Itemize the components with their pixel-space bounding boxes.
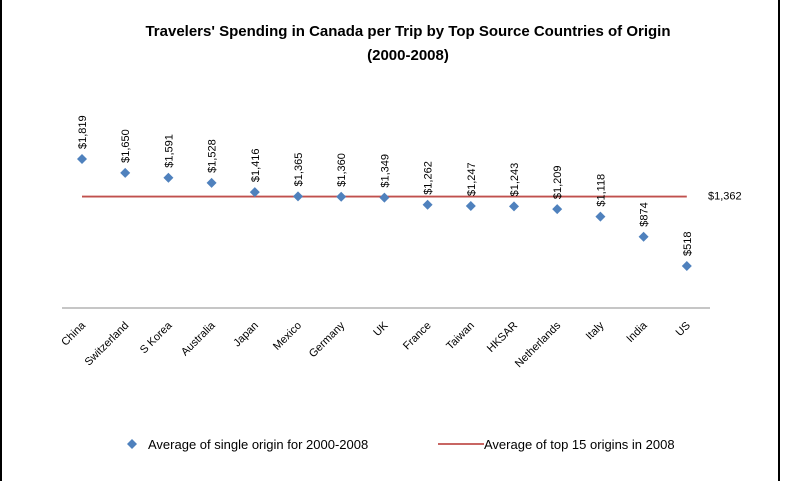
reference-line-layer: $1,362 — [82, 191, 742, 203]
data-label-s-korea: $1,591 — [163, 134, 175, 168]
x-tick-label-japan: Japan — [231, 320, 261, 350]
data-point-germany — [336, 191, 347, 202]
data-point-uk — [379, 192, 390, 203]
x-tick-label-us: US — [674, 320, 693, 339]
data-label-france: $1,262 — [423, 161, 435, 195]
data-point-japan — [249, 187, 260, 198]
x-tick-label-s-korea: S Korea — [138, 319, 175, 356]
legend: Average of single origin for 2000-2008 A… — [127, 437, 675, 452]
data-point-mexico — [293, 191, 303, 202]
data-point-china — [77, 154, 87, 164]
chart-title-line1: Travelers' Spending in Canada per Trip b… — [145, 23, 670, 40]
frame-border-left — [0, 0, 2, 481]
data-point-us — [681, 261, 692, 271]
x-tick-label-italy: Italy — [584, 319, 607, 342]
data-label-italy: $1,118 — [595, 174, 607, 207]
data-point-australia — [206, 177, 217, 188]
data-label-japan: $1,416 — [250, 148, 262, 182]
data-label-india: $874 — [639, 202, 651, 226]
x-tick-label-switzerland: Switzerland — [83, 320, 132, 369]
data-label-hksar: $1,243 — [509, 163, 521, 197]
data-point-italy — [595, 211, 606, 222]
x-tick-label-hksar: HKSAR — [485, 320, 520, 355]
x-tick-label-taiwan: Taiwan — [444, 320, 477, 353]
data-point-hksar — [509, 201, 519, 212]
data-labels-layer: $1,819 $1,650 $1,591 $1,528 $1,416 $1,365 $1,3… — [77, 115, 694, 256]
reference-line-label: $1,362 — [708, 191, 742, 203]
data-label-us: $518 — [682, 232, 694, 256]
data-label-australia: $1,528 — [207, 139, 219, 173]
frame-border-right — [778, 0, 780, 481]
x-tick-label-mexico: Mexico — [271, 320, 304, 353]
data-label-taiwan: $1,247 — [466, 162, 478, 196]
data-label-mexico: $1,365 — [293, 153, 305, 187]
x-tick-label-germany: Germany — [307, 319, 348, 360]
data-point-switzerland — [120, 167, 131, 178]
x-tick-label-china: China — [59, 319, 88, 348]
data-point-s-korea — [163, 172, 174, 183]
data-label-china: $1,819 — [77, 115, 89, 149]
data-label-switzerland: $1,650 — [120, 129, 132, 163]
data-point-netherlands — [552, 204, 563, 215]
x-tick-label-netherlands: Netherlands — [513, 319, 564, 370]
data-label-uk: $1,349 — [379, 154, 391, 188]
x-tick-label-india: India — [624, 319, 650, 345]
chart-title-line2: (2000-2008) — [367, 47, 449, 64]
data-label-germany: $1,360 — [336, 153, 348, 187]
data-point-india — [638, 231, 649, 242]
data-label-netherlands: $1,209 — [552, 166, 564, 200]
legend-label-series1: Average of single origin for 2000-2008 — [148, 437, 368, 452]
x-tick-label-uk: UK — [371, 319, 391, 339]
data-point-france — [422, 199, 433, 210]
data-points-layer — [77, 154, 692, 271]
x-tick-label-france: France — [401, 320, 434, 353]
data-point-taiwan — [465, 201, 476, 212]
x-tick-label-australia: Australia — [179, 319, 218, 358]
legend-label-series2: Average of top 15 origins in 2008 — [484, 437, 675, 452]
legend-marker-diamond — [127, 439, 137, 449]
